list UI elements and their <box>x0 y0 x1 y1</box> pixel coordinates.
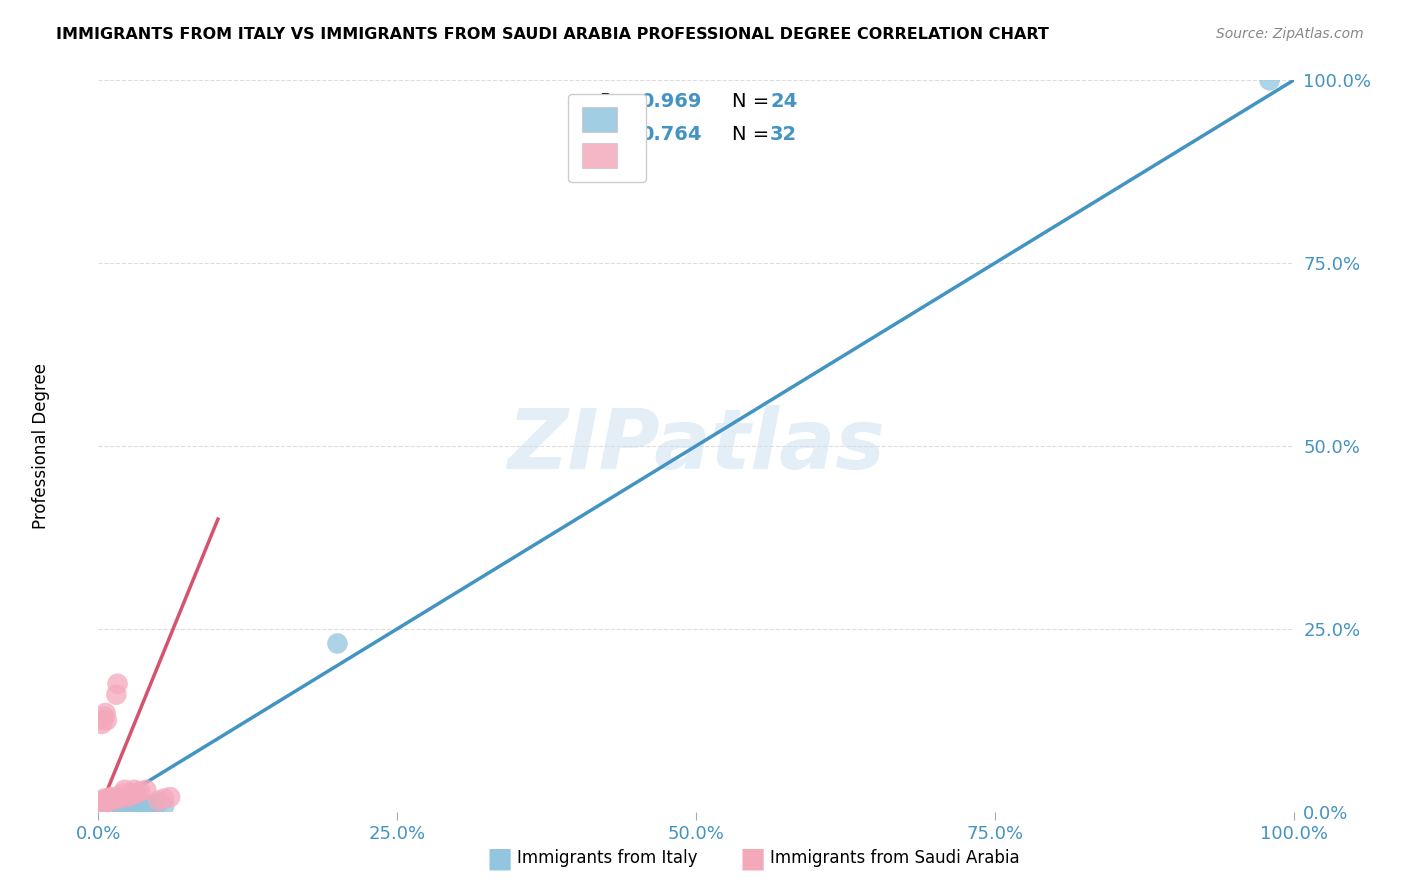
Point <box>104 790 127 805</box>
Point <box>1258 73 1281 87</box>
Point <box>91 802 114 816</box>
Point <box>107 798 129 813</box>
Point <box>159 790 181 805</box>
Point <box>91 717 114 731</box>
Point <box>124 796 146 810</box>
Point <box>91 794 114 808</box>
Point <box>111 787 134 801</box>
Text: R =: R = <box>600 93 643 112</box>
Text: Source: ZipAtlas.com: Source: ZipAtlas.com <box>1216 27 1364 41</box>
Point <box>94 794 117 808</box>
Point <box>135 798 157 813</box>
Point <box>148 794 170 808</box>
Point <box>103 798 125 813</box>
Point <box>148 796 170 810</box>
Point <box>97 791 120 805</box>
Point <box>125 787 148 801</box>
Point <box>96 714 118 728</box>
Text: N =: N = <box>733 125 775 145</box>
Point <box>100 794 122 808</box>
Point <box>93 800 115 814</box>
Point <box>121 798 143 813</box>
Text: N =: N = <box>733 93 775 112</box>
Text: 0.969: 0.969 <box>640 93 702 112</box>
Text: IMMIGRANTS FROM ITALY VS IMMIGRANTS FROM SAUDI ARABIA PROFESSIONAL DEGREE CORREL: IMMIGRANTS FROM ITALY VS IMMIGRANTS FROM… <box>56 27 1049 42</box>
Point <box>153 791 176 805</box>
Text: 0.764: 0.764 <box>640 125 702 145</box>
Text: Immigrants from Saudi Arabia: Immigrants from Saudi Arabia <box>770 849 1021 867</box>
Point <box>101 791 124 805</box>
Text: ■: ■ <box>740 844 765 872</box>
Point <box>91 714 114 728</box>
Point <box>98 799 121 814</box>
Point <box>100 800 122 814</box>
Y-axis label: Professional Degree: Professional Degree <box>32 363 49 529</box>
Point <box>101 797 124 812</box>
Point <box>117 797 139 812</box>
Point <box>105 688 128 702</box>
Point <box>135 782 157 797</box>
Point <box>124 782 146 797</box>
Point <box>96 796 118 810</box>
Text: ■: ■ <box>486 844 512 872</box>
Text: 32: 32 <box>770 125 797 145</box>
Point <box>117 790 139 805</box>
Point <box>121 787 143 801</box>
Point <box>108 791 131 805</box>
Point <box>111 797 134 812</box>
Text: 24: 24 <box>770 93 797 112</box>
Point <box>105 799 128 814</box>
Point <box>114 782 136 797</box>
Point <box>90 797 112 812</box>
Legend: , : , <box>568 94 645 182</box>
Point <box>98 790 122 805</box>
Point <box>326 636 349 650</box>
Point <box>98 798 122 813</box>
Point <box>93 709 115 723</box>
Point <box>98 791 121 805</box>
Point <box>97 794 120 808</box>
Point <box>97 798 120 813</box>
Text: R =: R = <box>600 125 643 145</box>
Text: Immigrants from Italy: Immigrants from Italy <box>517 849 697 867</box>
Text: ZIPatlas: ZIPatlas <box>508 406 884 486</box>
Point <box>93 791 115 805</box>
Point <box>96 801 118 815</box>
Point <box>153 798 176 813</box>
Point <box>108 800 131 814</box>
Point <box>107 676 129 690</box>
Point <box>141 797 163 812</box>
Point <box>129 797 152 812</box>
Point <box>114 798 136 813</box>
Point <box>94 706 117 720</box>
Point <box>129 784 152 798</box>
Point <box>91 796 114 810</box>
